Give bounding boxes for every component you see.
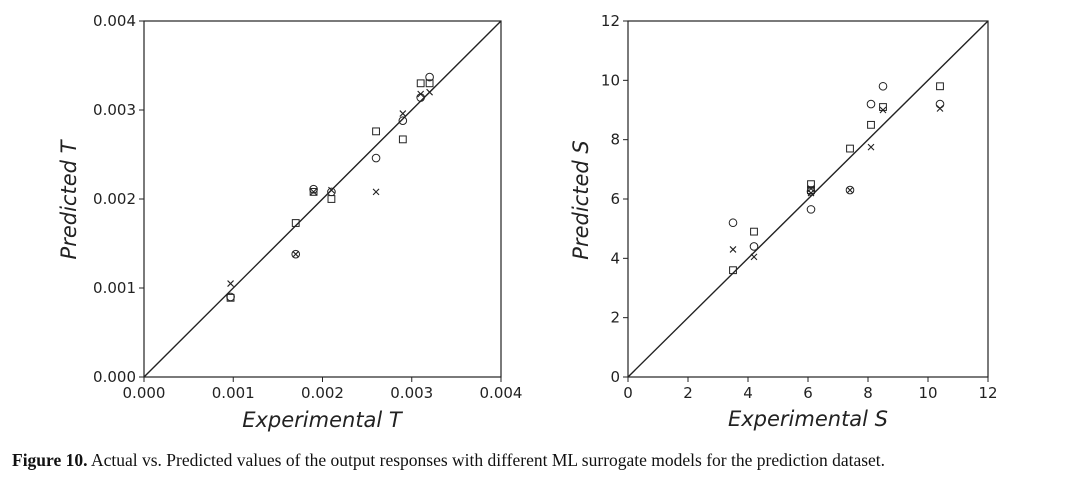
identity-line [627, 20, 989, 378]
circle-marker [398, 116, 408, 125]
cross-marker [227, 280, 234, 287]
square-marker [729, 266, 737, 275]
cross-marker [729, 246, 737, 253]
circle-marker [749, 242, 759, 251]
cross-marker [417, 90, 425, 98]
y-axis-label: Predicted S [569, 140, 593, 259]
square-marker [936, 82, 944, 91]
x-axis-label: Experimental S [728, 407, 888, 431]
y-tick-label: 0.000 [93, 368, 136, 386]
y-tick-label: 0 [610, 368, 620, 386]
square-marker [398, 135, 407, 144]
y-tick-label: 6 [610, 190, 620, 208]
cross-marker [807, 189, 815, 197]
cross-marker [867, 143, 875, 151]
x-tick-label: 6 [803, 384, 813, 402]
caption-text: Actual vs. Predicted values of the outpu… [90, 450, 886, 470]
cross-marker [750, 253, 758, 261]
circle-marker [728, 218, 738, 228]
y-tick-label: 4 [610, 249, 620, 267]
square-marker [309, 187, 318, 196]
x-axis-label: Experimental T [242, 408, 404, 432]
circle-marker [291, 249, 301, 259]
x-tick-label: 12 [978, 384, 997, 402]
square-marker [846, 144, 854, 153]
x-tick-label: 8 [863, 384, 873, 402]
y-tick-label: 8 [610, 131, 620, 149]
cross-marker [936, 105, 944, 112]
circle-marker [425, 72, 434, 82]
x-tick-label: 0 [623, 384, 633, 402]
circle-marker [371, 153, 381, 163]
cross-marker [292, 250, 300, 258]
square-marker [291, 219, 300, 227]
circle-marker [226, 292, 235, 302]
cross-marker [310, 188, 317, 196]
cross-marker [426, 88, 433, 96]
x-tick-label: 0.000 [123, 384, 166, 402]
x-tick-label: 0.002 [301, 384, 344, 402]
x-tick-label: 10 [918, 384, 937, 402]
circle-marker [935, 99, 945, 109]
square-marker [372, 127, 380, 136]
circle-marker [845, 185, 855, 195]
y-tick-label: 0.002 [93, 190, 136, 208]
circle-marker [878, 81, 888, 91]
x-tick-label: 4 [743, 384, 753, 402]
caption-label: Figure 10. [12, 450, 88, 470]
circle-marker [806, 205, 816, 214]
circle-marker [309, 184, 318, 194]
chart-predicted-vs-experimental-s: 00 2 2 4 4 6 6 8 8 10 10 12 12 Experimental S Predicte… [569, 12, 998, 431]
square-marker [867, 120, 875, 129]
cross-marker [328, 186, 335, 194]
y-tick-label: 12 [601, 12, 620, 30]
cross-marker [879, 106, 887, 114]
y-tick-label: 0.004 [93, 12, 136, 30]
circle-marker [866, 99, 876, 109]
x-tick-label: 0.001 [212, 384, 255, 402]
cross-marker [372, 188, 380, 196]
circle-marker [327, 187, 336, 197]
identity-line [143, 20, 502, 378]
cross-marker [846, 186, 854, 194]
x-tick-label: 0.003 [390, 384, 433, 402]
square-marker [416, 79, 425, 88]
square-marker [425, 79, 434, 88]
square-marker [327, 195, 336, 203]
y-tick-label: 0.003 [93, 101, 136, 119]
y-tick-label: 10 [601, 71, 620, 89]
y-tick-label: 2 [610, 309, 620, 327]
x-tick-label: 0.004 [480, 384, 523, 402]
square-marker [750, 227, 758, 236]
figure-caption: Figure 10. Actual vs. Predicted values o… [12, 450, 1087, 471]
y-axis-label: Predicted T [57, 138, 81, 259]
circle-marker [806, 187, 816, 196]
y-tick-label: 0.001 [93, 279, 136, 297]
x-tick-label: 2 [683, 384, 693, 402]
cross-marker [399, 110, 407, 117]
